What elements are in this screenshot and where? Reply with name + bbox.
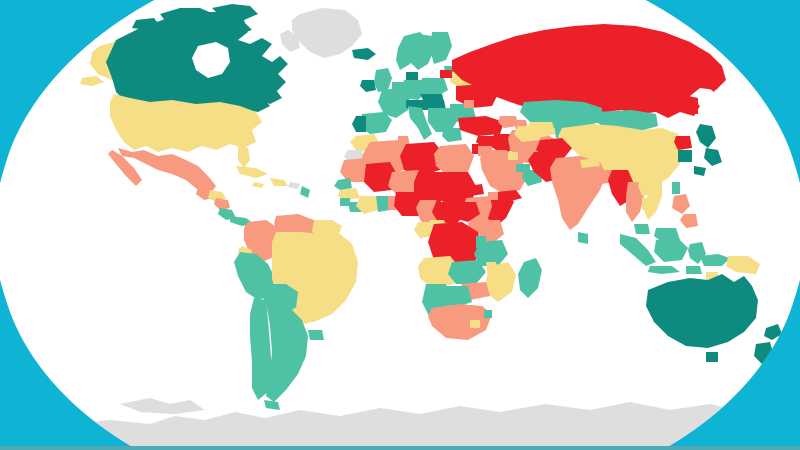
region-tasmania [706,352,718,362]
region-turkey [458,116,504,136]
region-china [558,124,684,192]
region-aleutians [80,76,104,86]
region-hispaniola [270,178,288,186]
region-java [648,266,680,274]
region-denmark [406,72,418,80]
region-japan [694,124,722,176]
region-mexico [118,148,216,194]
region-zambia [448,260,486,284]
region-uae-qatar [516,164,530,172]
region-guyanas [312,220,342,238]
region-jamaica [252,182,264,188]
region-tierra-del-fuego [264,400,280,410]
region-senegal [334,178,352,190]
region-iceland [352,48,376,60]
region-lesotho [470,320,480,328]
region-finland [430,32,452,64]
region-nicaragua [214,198,230,210]
region-kuwait [508,152,518,160]
region-taiwan [672,182,680,194]
region-eritrea [468,184,484,196]
region-ivory-coast [356,196,378,214]
region-greenland [280,8,362,58]
region-south-africa [428,304,492,340]
region-kaliningrad [440,70,452,78]
region-puerto-rico [288,182,300,189]
region-india [550,156,606,230]
region-jordan [478,146,492,156]
region-switzerland [406,100,418,108]
region-south-korea [678,150,692,162]
region-italy [408,106,432,140]
region-cuba [236,166,268,178]
region-united-kingdom [374,68,392,92]
region-sri-lanka [578,232,588,244]
region-portugal [352,116,366,132]
region-sweden [410,34,434,70]
region-thailand [626,182,644,222]
region-uruguay [308,330,324,340]
region-borneo [654,238,688,262]
region-saudi-arabia [480,150,528,194]
region-argentina [266,302,308,402]
region-ireland [360,80,376,92]
region-spain [358,112,392,134]
region-nepal [580,158,600,168]
region-mozambique [486,262,516,302]
region-canada-arctic-islands [132,4,258,36]
region-north-korea [674,136,692,150]
bottom-accent-rule [0,447,800,450]
region-philippines [672,194,698,228]
region-libya [400,142,444,176]
region-sumatra [620,234,656,266]
region-new-zealand [754,324,782,364]
region-florida [238,146,250,168]
region-moldova [464,100,474,108]
region-angola [418,256,460,288]
region-sierra-leone [340,198,350,206]
region-greece [442,128,462,142]
region-eswatini [484,310,492,318]
region-ghana [376,196,390,212]
region-eastern-indonesia [686,254,730,274]
region-guinea [338,188,360,200]
region-newfoundland [260,90,282,104]
region-france [378,88,410,118]
region-russia [452,24,726,118]
region-lesser-antilles [300,186,310,198]
region-cambodia [642,198,656,210]
hudson-bay [192,42,230,78]
region-egypt [434,144,474,176]
region-somalia [488,194,514,228]
region-sakhalin [688,96,698,114]
region-united-states [110,94,262,152]
region-kazakhstan [520,100,602,128]
region-georgia-armenia [498,116,518,128]
region-poland [420,78,448,96]
region-djibouti [488,192,498,200]
region-chile [250,298,272,400]
region-baja-california [108,150,142,186]
region-tanzania [474,240,508,266]
region-austria-hungary [414,100,446,110]
region-australia [646,274,758,348]
region-turkmenistan [514,126,540,142]
region-madagascar [518,258,542,298]
region-south-sudan [454,202,480,222]
region-malaysia [634,224,680,242]
region-papua-new-guinea [726,256,760,274]
region-kamchatka [704,58,722,92]
region-antarctica [0,398,800,450]
